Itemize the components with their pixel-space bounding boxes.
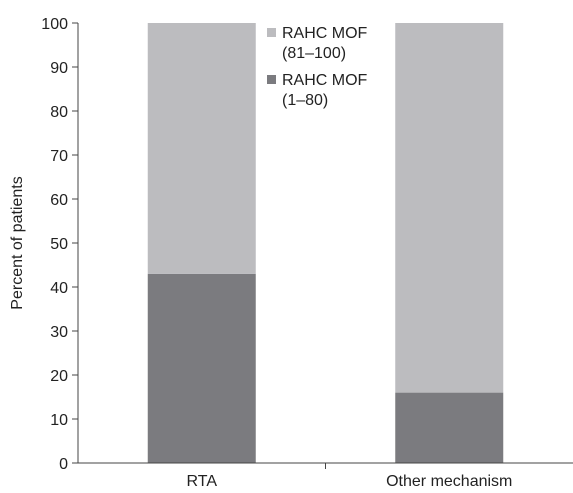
legend-label-1: RAHC MOF (81–100) bbox=[282, 25, 368, 62]
axes-layer: 0 10 20 30 40 50 60 70 80 90 100 RTA Other mechanism bbox=[41, 16, 573, 490]
x-tick-label-other-mechanism: Other mechanism bbox=[386, 473, 512, 490]
bar-other-mechanism-series-1 bbox=[395, 392, 504, 463]
y-tick-label: 80 bbox=[50, 104, 68, 121]
y-tick-label: 70 bbox=[50, 148, 68, 165]
y-tick-label: 50 bbox=[50, 236, 68, 253]
y-tick-label: 60 bbox=[50, 192, 68, 209]
y-tick-label: 90 bbox=[50, 60, 68, 77]
y-tick-label: 20 bbox=[50, 368, 68, 385]
legend: RAHC MOF (81–100) RAHC MOF (1–80) bbox=[267, 25, 368, 109]
y-tick-label: 0 bbox=[59, 456, 68, 473]
y-tick-label: 10 bbox=[50, 412, 68, 429]
legend-swatch-1 bbox=[267, 28, 276, 37]
bar-other-mechanism-series-2 bbox=[395, 23, 504, 393]
bar-rta-series-2 bbox=[147, 23, 256, 274]
y-tick-label: 100 bbox=[41, 16, 68, 33]
x-tick-label-rta: RTA bbox=[186, 473, 217, 490]
bars-layer bbox=[147, 23, 504, 463]
legend-swatch-2 bbox=[267, 75, 276, 84]
bar-rta-series-1 bbox=[147, 273, 256, 463]
y-tick-label: 40 bbox=[50, 280, 68, 297]
legend-label-2: RAHC MOF (1–80) bbox=[282, 72, 368, 109]
y-tick-label: 30 bbox=[50, 324, 68, 341]
y-axis-title: Percent of patients bbox=[9, 176, 26, 309]
